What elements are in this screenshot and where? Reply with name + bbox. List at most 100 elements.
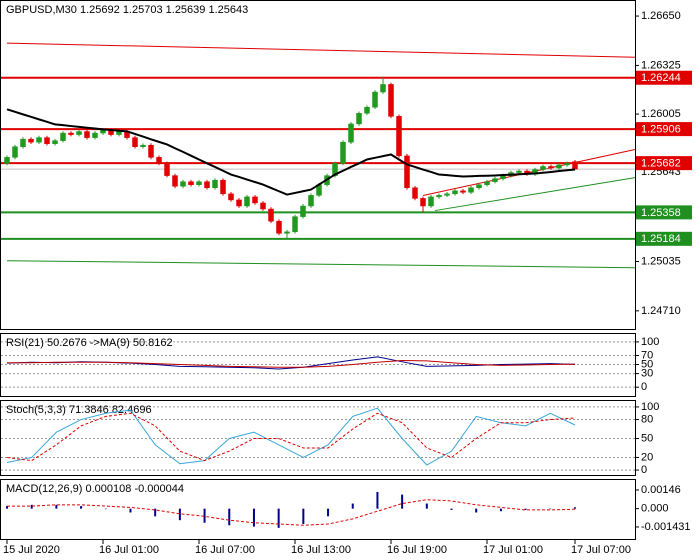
histogram-bar xyxy=(351,503,354,509)
indicator-title: GBPUSD,M30 xyxy=(6,4,77,16)
candle-body xyxy=(60,132,66,141)
candle-body xyxy=(292,216,298,233)
y-tick-label: 1.25035 xyxy=(641,255,681,267)
y-tick-label: 1.26325 xyxy=(641,59,681,71)
x-tick-label: 16 Jul 07:00 xyxy=(195,544,255,556)
level-box xyxy=(636,205,692,220)
candle-body xyxy=(428,196,434,207)
level-box xyxy=(636,156,692,171)
panel-header: GBPUSD,M30 1.25692 1.25703 1.25639 1.256… xyxy=(6,4,248,16)
level-box xyxy=(636,70,692,85)
trendline xyxy=(6,42,636,58)
candle-body xyxy=(236,199,242,207)
ohlc-value: 1.25692 xyxy=(80,4,120,16)
indicator-line xyxy=(7,359,576,368)
histogram-bar xyxy=(277,508,280,528)
histogram-bar xyxy=(30,504,33,509)
candle-body xyxy=(68,132,74,135)
histogram-bar xyxy=(376,492,379,509)
candle-body xyxy=(564,163,570,166)
candle-body xyxy=(148,144,154,158)
histogram-bar xyxy=(302,508,305,525)
candle-body xyxy=(188,181,194,185)
level-label: 1.26244 xyxy=(641,72,681,84)
histogram-bar xyxy=(425,503,428,509)
y-tick-label: 1.26650 xyxy=(641,10,681,22)
candle-body xyxy=(420,198,426,207)
candle-body xyxy=(444,193,450,196)
histogram-bar xyxy=(327,508,330,517)
candle-body xyxy=(396,116,402,157)
series-value: -0.000044 xyxy=(134,483,184,495)
trendline xyxy=(6,260,636,269)
histogram-bar xyxy=(549,508,552,510)
candle-body xyxy=(196,181,202,185)
ohlc-value: 1.25703 xyxy=(123,4,163,16)
series-value: 82.4696 xyxy=(112,404,152,416)
y-tick-label: -0.001431 xyxy=(641,521,691,533)
candle-body xyxy=(268,208,274,222)
histogram-bar xyxy=(178,508,181,521)
candle-body xyxy=(260,202,266,210)
histogram-bar xyxy=(154,508,157,517)
y-tick-label: 70 xyxy=(641,349,653,361)
histogram-bar xyxy=(475,508,478,513)
candle-body xyxy=(20,138,26,147)
y-tick-label: 50 xyxy=(641,432,653,444)
x-tick-label: 17 Jul 07:00 xyxy=(571,544,631,556)
panel-header: Stoch(5,3,3) 71.3846 82.4696 xyxy=(6,404,152,416)
histogram-bar xyxy=(574,507,576,509)
level-label: 1.25682 xyxy=(641,158,681,170)
histogram-bar xyxy=(450,508,453,510)
candle-body xyxy=(12,146,18,158)
y-tick-label: 0.000 xyxy=(641,503,669,515)
moving-average xyxy=(6,108,576,196)
candle-body xyxy=(36,137,42,143)
candle-body xyxy=(516,170,522,173)
candle-body xyxy=(276,220,282,234)
y-tick-label: 20 xyxy=(641,451,653,463)
indicator-title: RSI(21) xyxy=(6,337,44,349)
candle-body xyxy=(212,179,218,189)
candle-body xyxy=(244,196,250,207)
candle-body xyxy=(340,141,346,164)
histogram-bar xyxy=(252,508,255,527)
candle-body xyxy=(468,187,474,193)
candle-body xyxy=(156,157,162,164)
candle-body xyxy=(484,181,490,185)
candle-body xyxy=(164,163,170,176)
candle-body xyxy=(348,123,354,143)
histogram-bar xyxy=(203,508,206,523)
candle-body xyxy=(132,137,138,147)
series-name: ->MA(9) xyxy=(90,337,130,349)
indicator-title: Stoch(5,3,3) xyxy=(6,404,66,416)
histogram-bar xyxy=(228,508,231,526)
price-frame xyxy=(0,0,636,330)
x-tick-label: 15 Jul 2020 xyxy=(3,544,60,556)
candle-body xyxy=(28,138,34,143)
candle-body xyxy=(452,190,458,195)
x-tick-label: 16 Jul 19:00 xyxy=(387,544,447,556)
y-tick-label: 0 xyxy=(641,464,647,476)
histogram-bar xyxy=(80,506,83,509)
candle-body xyxy=(300,205,306,217)
candle-body xyxy=(140,144,146,147)
candle-body xyxy=(84,131,90,138)
candle-body xyxy=(252,196,258,204)
panel-header: RSI(21) 50.2676 ->MA(9) 50.8162 xyxy=(6,337,173,349)
y-tick-label: 1.24710 xyxy=(641,305,681,317)
level-box xyxy=(636,231,692,246)
histogram-bar xyxy=(104,508,107,510)
candle-body xyxy=(404,155,410,189)
candle-body xyxy=(372,91,378,108)
series-value: 0.000108 xyxy=(85,483,131,495)
candle-body xyxy=(388,84,394,117)
candle-body xyxy=(572,161,578,170)
candle-body xyxy=(204,181,210,189)
candle-body xyxy=(284,231,290,234)
candle-body xyxy=(220,179,226,195)
y-tick-label: 80 xyxy=(641,413,653,425)
candle-body xyxy=(476,184,482,189)
